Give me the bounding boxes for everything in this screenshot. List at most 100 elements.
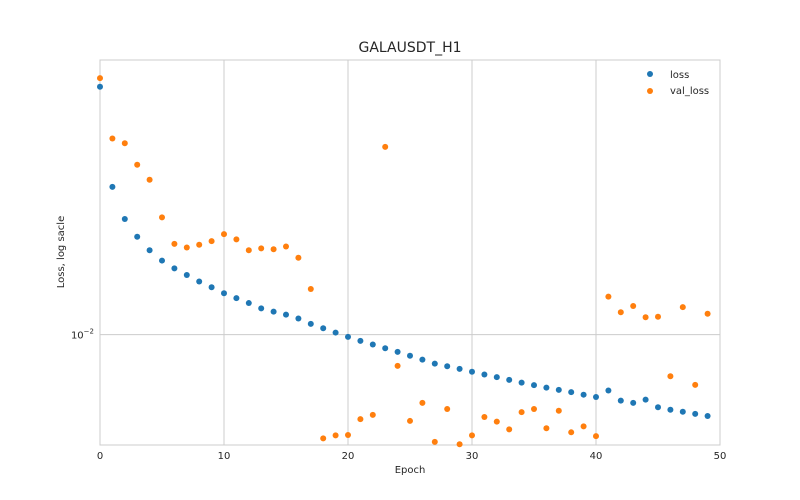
data-point: [394, 348, 401, 355]
data-point: [469, 432, 475, 439]
data-point: [320, 435, 327, 442]
data-point: [407, 352, 413, 359]
data-point: [419, 399, 426, 406]
data-point: [444, 406, 451, 413]
series-loss: [97, 83, 711, 419]
data-point: [221, 290, 227, 297]
data-point: [134, 161, 141, 168]
data-point: [630, 303, 637, 310]
series-val-loss: [97, 75, 711, 448]
legend: loss val_loss: [647, 70, 709, 97]
data-point: [196, 241, 203, 248]
data-point: [431, 360, 438, 367]
data-point: [692, 381, 699, 388]
data-point: [233, 236, 240, 243]
data-point: [159, 214, 165, 221]
data-point: [493, 374, 500, 381]
plot-background: [100, 60, 720, 445]
data-point: [531, 382, 537, 389]
data-point: [221, 231, 227, 238]
legend-marker-loss: [647, 71, 653, 77]
data-point: [369, 341, 376, 348]
x-tick-label: 40: [590, 451, 603, 462]
data-point: [506, 376, 513, 383]
x-axis-label: Epoch: [395, 465, 426, 476]
y-axis-label: Loss, log sacle: [56, 216, 67, 288]
data-point: [692, 410, 699, 417]
data-point: [345, 431, 351, 438]
data-point: [159, 257, 165, 264]
data-point: [307, 285, 314, 292]
legend-marker-val-loss: [647, 88, 653, 94]
data-point: [121, 216, 128, 223]
data-point: [568, 389, 575, 396]
data-point: [258, 245, 265, 252]
data-point: [121, 140, 128, 147]
data-point: [543, 425, 550, 432]
data-point: [704, 412, 711, 419]
data-point: [655, 313, 661, 320]
data-point: [642, 396, 649, 403]
data-point: [605, 293, 612, 300]
data-point: [196, 278, 203, 285]
data-point: [283, 243, 289, 250]
data-point: [394, 362, 401, 369]
data-point: [580, 391, 587, 398]
data-point: [183, 244, 190, 251]
data-point: [456, 441, 463, 448]
data-point: [357, 337, 364, 344]
data-point: [667, 373, 674, 380]
y-tick-label: 10−2: [71, 328, 94, 342]
x-tick-label: 20: [342, 451, 355, 462]
legend-label-loss: loss: [670, 70, 689, 81]
data-point: [307, 320, 314, 327]
data-point: [704, 310, 711, 317]
data-point: [97, 83, 103, 90]
data-point: [593, 393, 599, 400]
data-point: [481, 414, 488, 421]
data-point: [518, 379, 525, 386]
data-point: [320, 325, 327, 332]
plot-frame: [99, 59, 721, 446]
data-point: [580, 423, 587, 430]
data-point: [270, 308, 277, 315]
data-point: [605, 387, 612, 394]
data-point: [518, 409, 525, 416]
data-point: [506, 426, 513, 433]
data-point: [357, 416, 364, 423]
data-point: [332, 432, 339, 439]
data-point: [283, 311, 289, 318]
data-point: [208, 238, 215, 245]
data-point: [183, 271, 190, 278]
data-point: [258, 305, 265, 312]
x-tick-label: 50: [714, 451, 727, 462]
data-point: [444, 363, 451, 370]
tick-labels: 0 10 20 30 40 50 10−2: [71, 328, 726, 462]
data-point: [245, 300, 252, 307]
x-tick-label: 0: [97, 451, 103, 462]
data-point: [295, 315, 302, 322]
data-point: [555, 386, 562, 393]
data-point: [245, 247, 252, 254]
data-point: [469, 368, 475, 375]
data-point: [146, 247, 153, 254]
data-point: [208, 284, 215, 291]
data-point: [382, 345, 389, 352]
data-point: [369, 411, 376, 418]
data-point: [171, 240, 178, 247]
data-point: [97, 75, 103, 82]
data-point: [679, 408, 686, 415]
x-tick-label: 10: [218, 451, 231, 462]
data-point: [543, 384, 550, 391]
data-point: [407, 417, 413, 424]
data-point: [617, 309, 624, 316]
data-point: [531, 406, 537, 413]
chart-title: GALAUSDT_H1: [358, 40, 461, 56]
data-point: [593, 433, 599, 440]
data-point: [295, 254, 302, 261]
data-point: [617, 397, 624, 404]
data-point: [493, 418, 500, 425]
data-point: [679, 304, 686, 311]
data-point: [555, 407, 562, 414]
